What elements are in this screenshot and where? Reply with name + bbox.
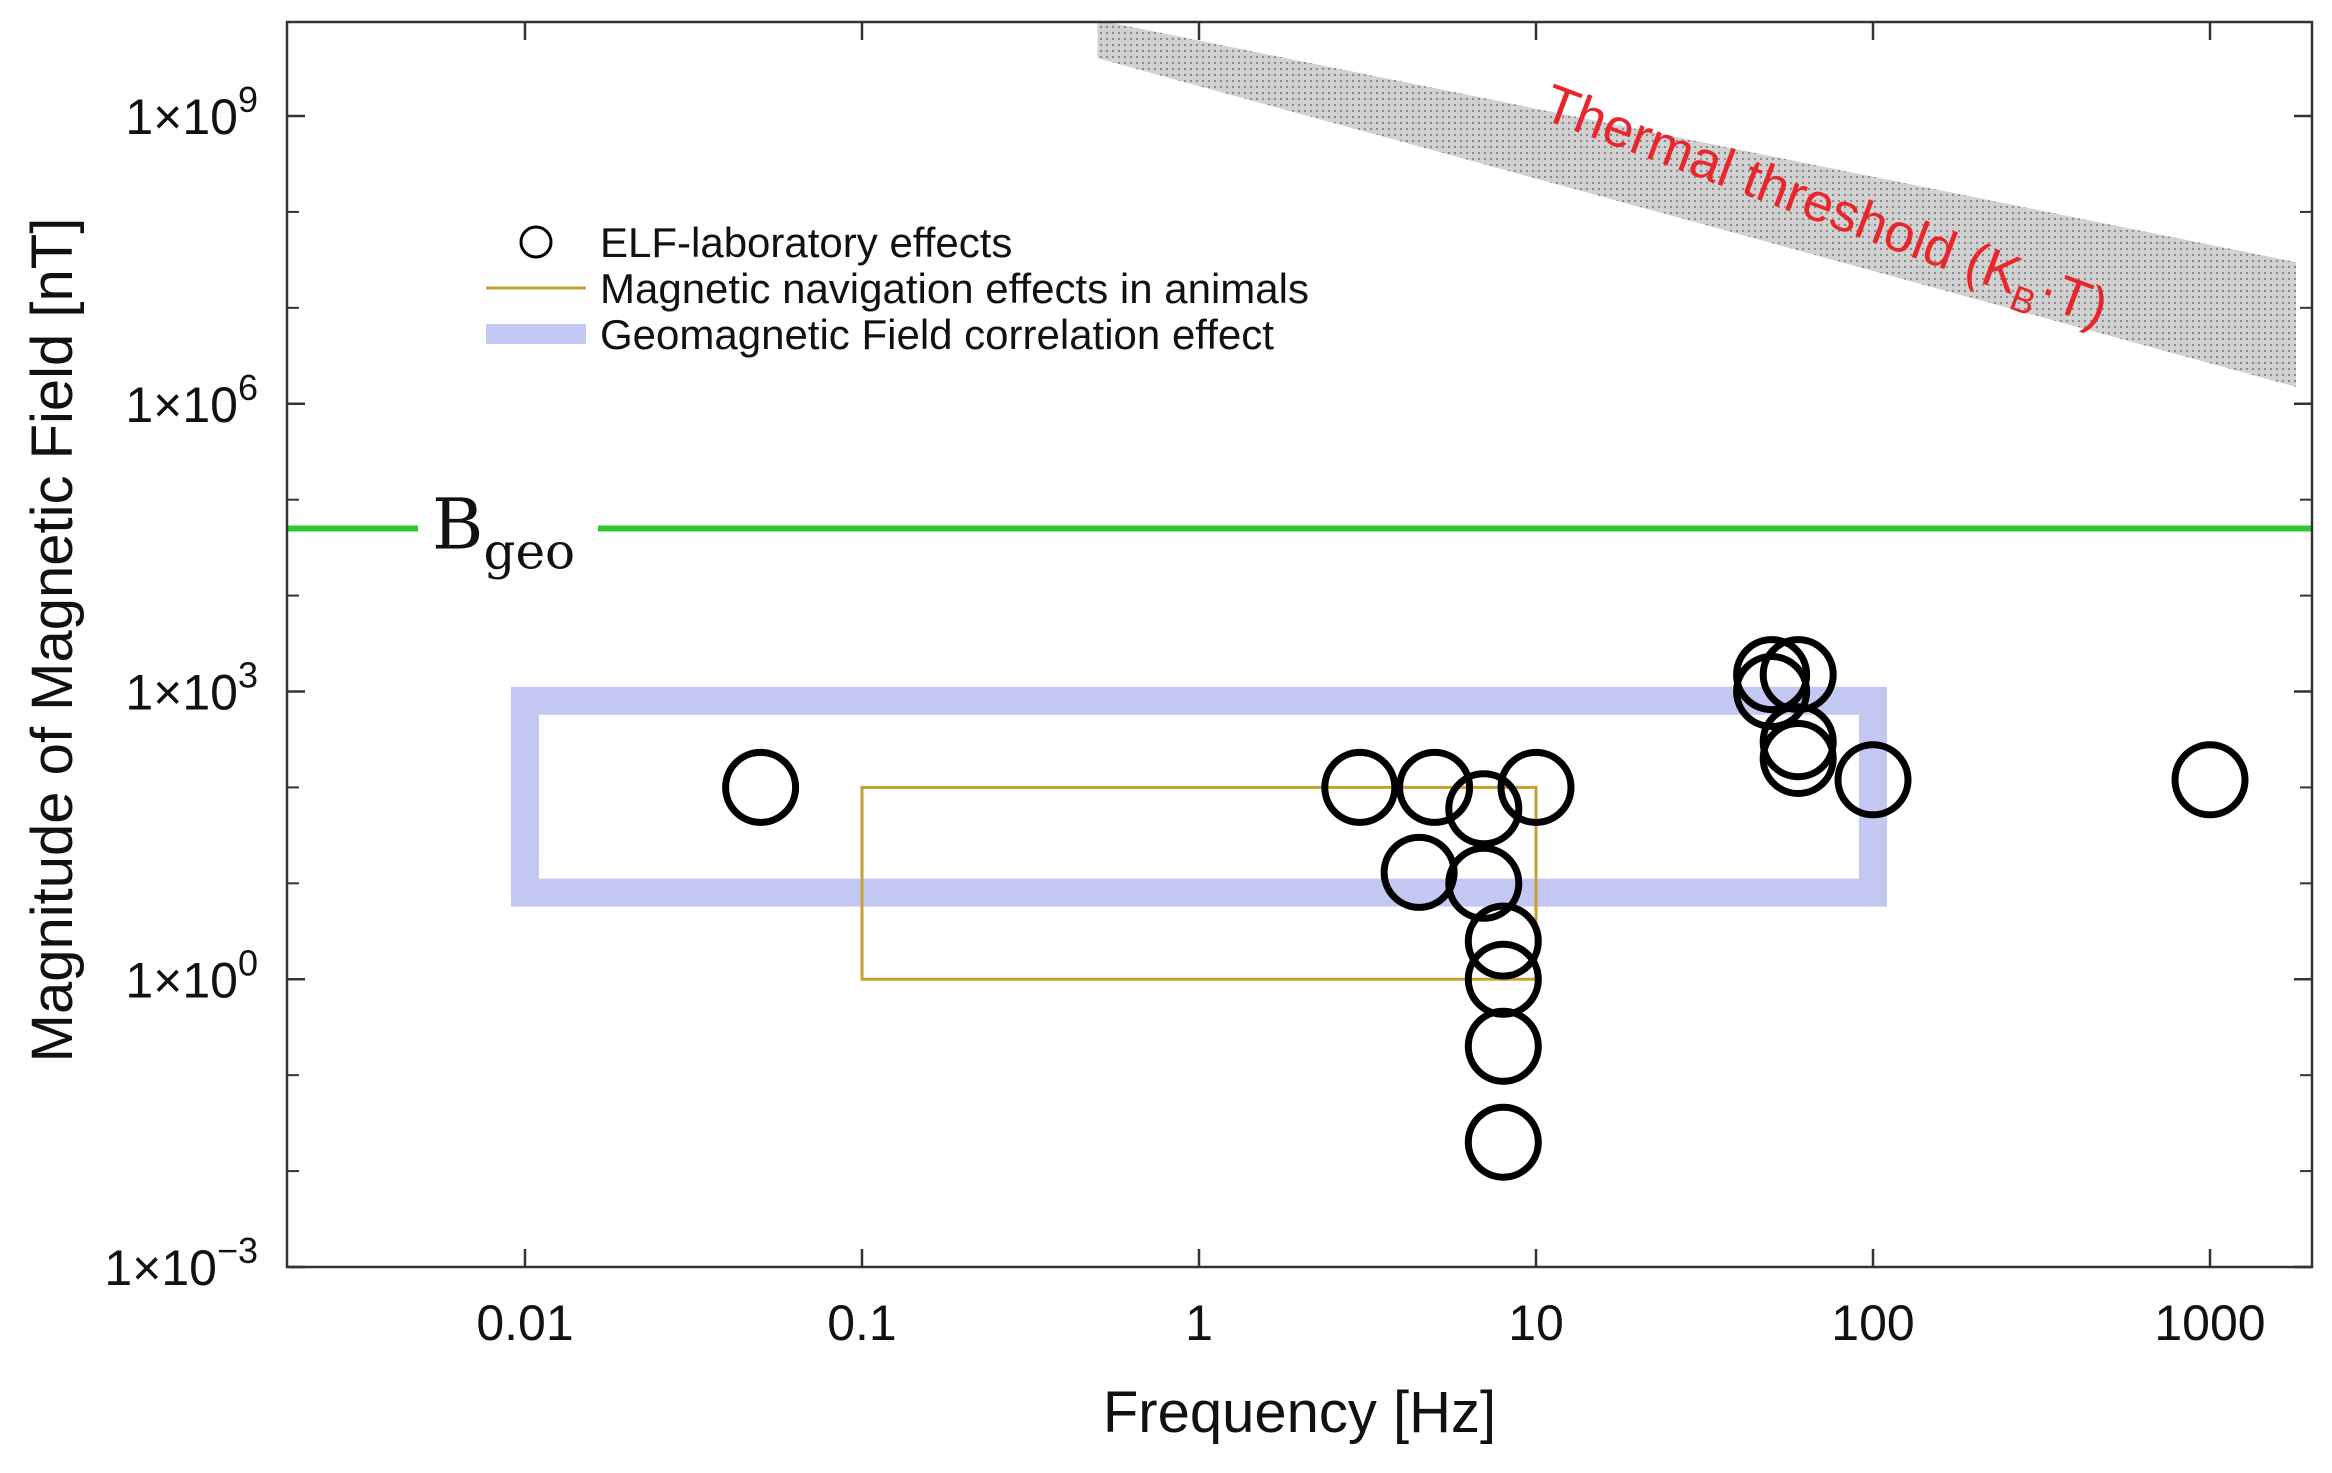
data-point: [1733, 636, 1811, 714]
regions-layer: [511, 686, 1887, 981]
y-tick-label: 1×10−3: [104, 1230, 258, 1296]
legend-label: ELF-laboratory effects: [600, 219, 1012, 266]
x-axis-title: Frequency [Hz]: [1103, 1380, 1496, 1445]
data-point: [1759, 703, 1837, 781]
reference-line-layer: Bgeo: [287, 484, 2312, 589]
bgeo-label: Bgeo: [432, 484, 575, 581]
legend-label: Geomagnetic Field correlation effect: [600, 311, 1274, 358]
x-tick-label: 0.1: [827, 1295, 897, 1351]
data-point: [722, 748, 800, 826]
x-tick-label: 10: [1508, 1295, 1564, 1351]
points-layer: [722, 636, 2249, 1181]
data-point: [1396, 748, 1474, 826]
x-tick-label: 1000: [2154, 1295, 2265, 1351]
y-tick-label: 1×109: [125, 79, 258, 145]
data-point: [1759, 720, 1837, 797]
navigation-effects-region: [860, 785, 1538, 981]
data-point: [1464, 1007, 1542, 1085]
data-point: [1464, 1103, 1542, 1181]
x-tick-label: 100: [1831, 1295, 1914, 1351]
data-point: [2171, 741, 2249, 819]
y-axis-title: Magnitude of Magnetic Field [nT]: [20, 218, 85, 1063]
geomagnetic-correlation-region: [511, 686, 1887, 907]
plot-frame: [285, 20, 2314, 1269]
data-point: [1445, 844, 1523, 922]
bgeo-label-background: [418, 488, 598, 589]
legend-circle-symbol: [519, 225, 553, 259]
y-tick-label: 1×103: [125, 655, 258, 721]
data-point: [1834, 741, 1912, 819]
data-point: [1497, 748, 1575, 826]
thermal-threshold-band: [1097, 22, 2296, 387]
x-tick-label: 1: [1185, 1295, 1213, 1351]
ticks-layer: 0.01 0.1 1 10 100 1000 1×10−3 1×100 1×103 1×106 1×…: [20, 22, 2312, 1445]
y-tick-label: 1×106: [125, 367, 258, 433]
legend-label: Magnetic navigation effects in animals: [600, 265, 1309, 312]
threshold-band-layer: [1097, 22, 2296, 387]
frame-layer: [285, 20, 2314, 1269]
x-tick-label: 0.01: [476, 1295, 573, 1351]
data-point: [1321, 748, 1399, 826]
data-point: [1464, 902, 1542, 980]
y-tick-label: 1×100: [125, 942, 258, 1008]
data-point: [1445, 770, 1523, 848]
